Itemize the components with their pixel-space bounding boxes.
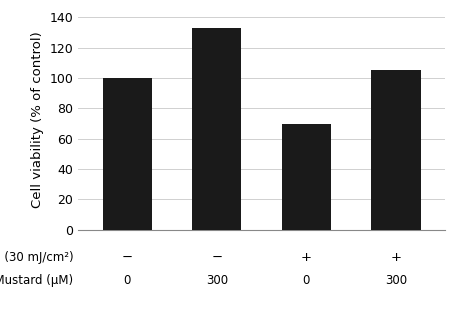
Text: ProShield® Mustard (μM): ProShield® Mustard (μM) xyxy=(0,274,73,287)
Text: −: − xyxy=(211,251,223,264)
Text: +: + xyxy=(391,251,402,264)
Text: 300: 300 xyxy=(385,274,407,287)
Y-axis label: Cell viability (% of control): Cell viability (% of control) xyxy=(31,31,44,208)
Text: 300: 300 xyxy=(206,274,228,287)
Text: −: − xyxy=(122,251,133,264)
Text: +: + xyxy=(301,251,312,264)
Text: 0: 0 xyxy=(123,274,131,287)
Text: 0: 0 xyxy=(303,274,310,287)
Text: UVB (30 mJ/cm²): UVB (30 mJ/cm²) xyxy=(0,251,73,264)
Bar xyxy=(371,71,420,230)
Bar xyxy=(282,124,331,230)
Bar xyxy=(103,78,152,230)
Bar xyxy=(192,28,241,230)
